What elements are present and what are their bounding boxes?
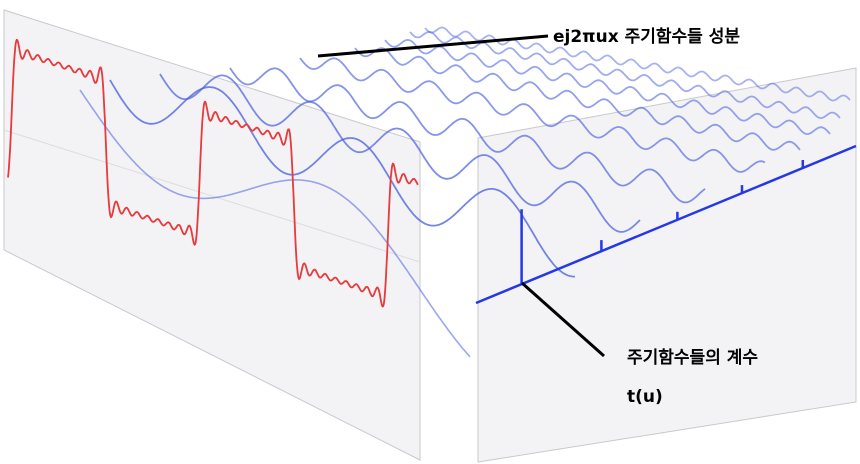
component-wave-h9: [299, 57, 766, 173]
component-wave-h5: [159, 73, 641, 233]
square-wave-signal: [7, 38, 419, 308]
annotation-line-components: [317, 34, 549, 58]
function-label: t(u): [627, 387, 663, 407]
time-domain-panel: [3, 9, 421, 461]
component-wave-h11: [354, 47, 801, 151]
coefficients-label: 주기함수들의 계수: [627, 347, 758, 368]
component-wave-h1: [79, 89, 471, 358]
spectrum-axis: [475, 144, 857, 305]
square-wave-curve: [7, 38, 419, 308]
frequency-domain-panel: [477, 67, 857, 463]
periodic-components: [79, 26, 851, 358]
time-panel-gridlines: [3, 129, 421, 263]
component-wave-h13: [384, 38, 831, 136]
components-label: ej2πux 주기함수들 성분: [553, 26, 740, 47]
frequency-axis: [475, 144, 857, 305]
annotation-line-coefficients: [521, 281, 605, 358]
component-wave-h7: [229, 67, 706, 204]
